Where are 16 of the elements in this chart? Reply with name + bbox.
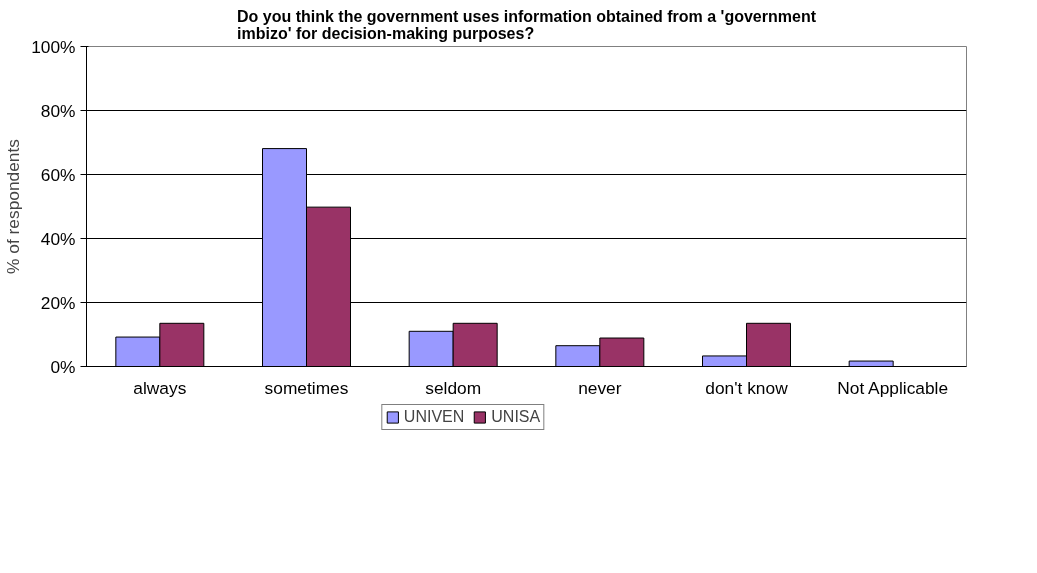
- y-tick-label: 40%: [40, 228, 76, 249]
- y-tick-label: 20%: [40, 292, 76, 313]
- y-tick-label: 100%: [31, 36, 76, 57]
- x-tick-label: Not Applicable: [837, 377, 949, 398]
- x-tick-label: seldom: [425, 377, 482, 398]
- y-tick-label: 60%: [40, 164, 76, 185]
- x-tick-label: sometimes: [264, 377, 349, 398]
- chart-title: Do you think the government uses information obtained from a 'government imbizo' for decision-making purposes?: [237, 7, 817, 42]
- x-tick-label: never: [578, 377, 622, 398]
- x-tick-label: always: [133, 377, 187, 398]
- y-axis-title: % of respondents: [3, 138, 24, 274]
- legend-label: UNIVEN: [403, 408, 465, 426]
- legend-label: UNISA: [491, 408, 541, 426]
- y-tick-label: 80%: [40, 100, 76, 121]
- x-tick-label: don't know: [705, 377, 789, 398]
- y-tick-label: 0%: [50, 356, 76, 377]
